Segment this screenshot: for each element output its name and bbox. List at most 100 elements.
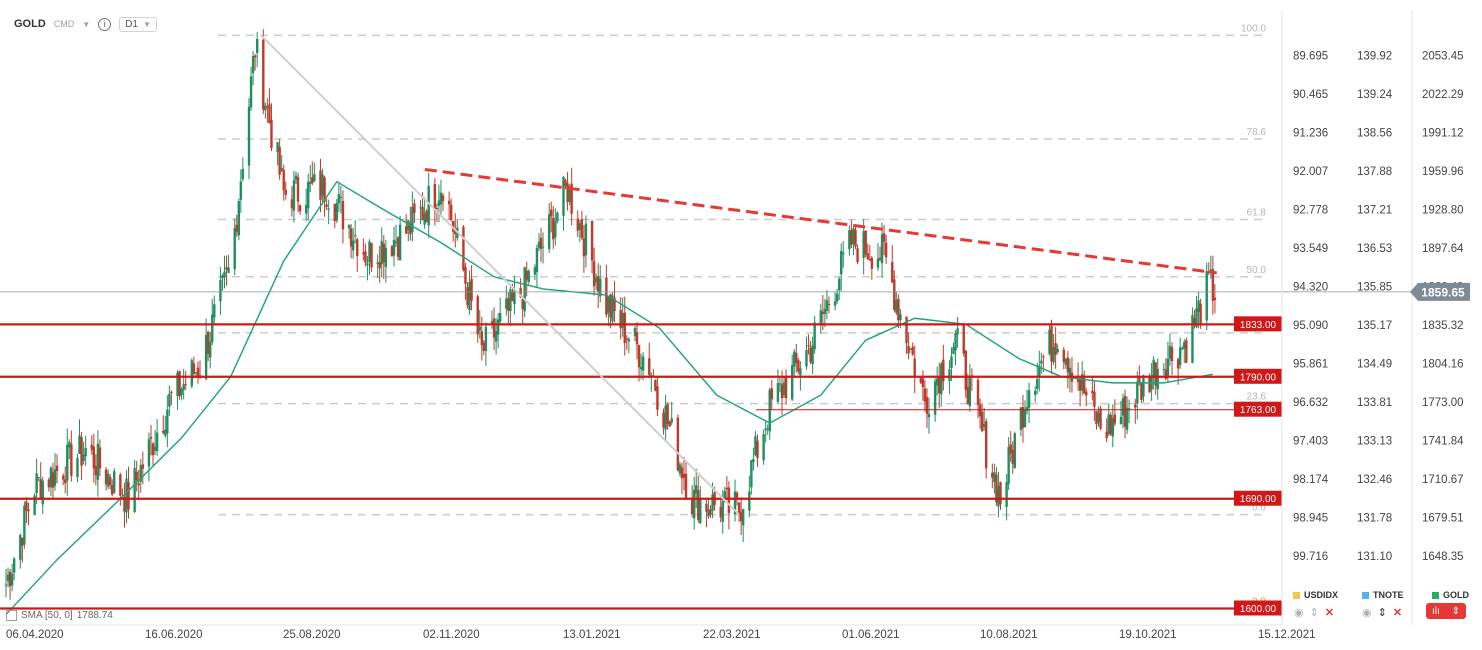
candle-body [882, 233, 886, 242]
candle-body [407, 220, 410, 230]
fib-label: 61.8 [1247, 207, 1267, 218]
candle-body [1050, 325, 1053, 362]
candle-body [92, 446, 96, 469]
eye-icon[interactable]: ◉ [1362, 607, 1372, 619]
candle-body [476, 296, 479, 335]
candle-body [66, 444, 69, 481]
candle-body [35, 473, 38, 494]
candle-body [47, 479, 51, 488]
candle-body [149, 437, 153, 439]
candle-body [848, 230, 851, 250]
candle-body [304, 204, 308, 214]
candle-body [784, 377, 788, 399]
sma-legend[interactable]: SMA [50, 0] 1788.74 [6, 610, 113, 621]
candle-body [984, 421, 988, 469]
candle-body [333, 203, 336, 222]
candle-body [776, 383, 780, 402]
fib-label: 78.6 [1247, 127, 1267, 138]
candle-body [570, 183, 573, 214]
candle-body [153, 446, 157, 451]
candle-body [991, 472, 994, 478]
sort-icon[interactable]: ⇕ [1451, 605, 1461, 617]
candle-body [1064, 358, 1068, 365]
candle-body [380, 241, 383, 265]
sort-icon[interactable]: ⇕ [1309, 607, 1319, 619]
sort-icon[interactable]: ⇕ [1377, 607, 1387, 619]
candle-body [37, 477, 40, 479]
candle-body [266, 106, 269, 108]
candle-body [1085, 391, 1088, 396]
candle-body [764, 428, 767, 431]
candle-body [90, 444, 93, 450]
timeframe-select[interactable]: D1 ▼ [119, 16, 157, 32]
candle-body [392, 239, 396, 256]
candle-body [64, 479, 67, 484]
candle-body [623, 312, 626, 344]
candle-body [878, 257, 882, 260]
candle-body [313, 174, 316, 182]
candle-body [370, 243, 373, 268]
candle-body [384, 247, 388, 267]
close-icon[interactable]: ✕ [1324, 607, 1335, 619]
candle-body [206, 331, 210, 354]
candle-body [690, 499, 694, 515]
candle-body [868, 258, 871, 261]
candle-body [711, 494, 714, 511]
candle-body [409, 223, 412, 235]
candle-body [1068, 367, 1072, 377]
candle-body [905, 316, 908, 344]
candle-body [505, 298, 508, 309]
candle-body [1099, 408, 1102, 429]
candle-body [921, 378, 925, 388]
candles-icon[interactable]: ılı [1431, 605, 1440, 617]
candle-body [576, 218, 579, 231]
info-icon[interactable]: i [98, 17, 112, 31]
candle-body [362, 252, 365, 255]
candle-body [311, 177, 314, 184]
candle-body [684, 473, 688, 499]
symbol-usdidx[interactable]: USDIDX [1293, 590, 1338, 600]
gold-tick: 1804.16 [1422, 359, 1464, 371]
time-tick: 06.04.2020 [6, 629, 64, 641]
usdidx-tick: 89.695 [1293, 51, 1328, 63]
symbol-label[interactable]: GOLD [14, 18, 46, 30]
indicator-toggle-icon[interactable] [6, 610, 17, 621]
candle-body [247, 106, 251, 166]
candle-body [811, 345, 814, 365]
candle-body [237, 201, 240, 236]
usdidx-tick: 95.090 [1293, 320, 1328, 332]
candle-body [850, 229, 853, 245]
candle-body [605, 277, 608, 315]
candle-body [795, 352, 798, 364]
candle-body [219, 280, 222, 302]
time-tick: 15.12.2021 [1258, 629, 1316, 641]
candle-body [823, 308, 827, 314]
candle-body [325, 204, 328, 207]
usdidx-tick: 94.320 [1293, 282, 1328, 294]
candle-body [935, 378, 939, 386]
level-tag-bg [1234, 368, 1282, 384]
usdidx-color-dot [1293, 592, 1300, 600]
candle-body [427, 185, 430, 226]
gold-controls[interactable]: ılı ⇕ [1426, 603, 1466, 619]
candle-body [135, 471, 138, 481]
candle-body [923, 388, 927, 402]
candle-body [498, 313, 502, 322]
candle-body [394, 241, 398, 243]
eye-icon[interactable]: ◉ [1294, 607, 1304, 619]
candle-body [1164, 369, 1168, 380]
candle-body [1040, 360, 1043, 364]
usdidx-tick: 90.465 [1293, 89, 1328, 101]
candle-body [676, 417, 680, 471]
candle-body [876, 258, 880, 268]
symbol-tnote[interactable]: TNOTE [1362, 590, 1404, 600]
candle-body [895, 300, 898, 313]
close-icon[interactable]: ✕ [1392, 607, 1403, 619]
candle-body [927, 413, 931, 418]
candle-body [139, 465, 142, 482]
candle-body [364, 251, 367, 263]
chevron-down-icon[interactable]: ▼ [82, 19, 91, 29]
candle-body [619, 309, 622, 329]
symbol-gold[interactable]: GOLD [1432, 590, 1469, 600]
